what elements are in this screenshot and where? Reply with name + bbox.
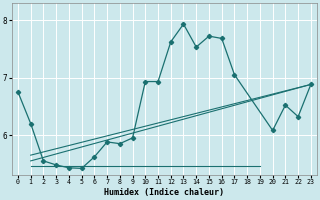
X-axis label: Humidex (Indice chaleur): Humidex (Indice chaleur) xyxy=(104,188,224,197)
